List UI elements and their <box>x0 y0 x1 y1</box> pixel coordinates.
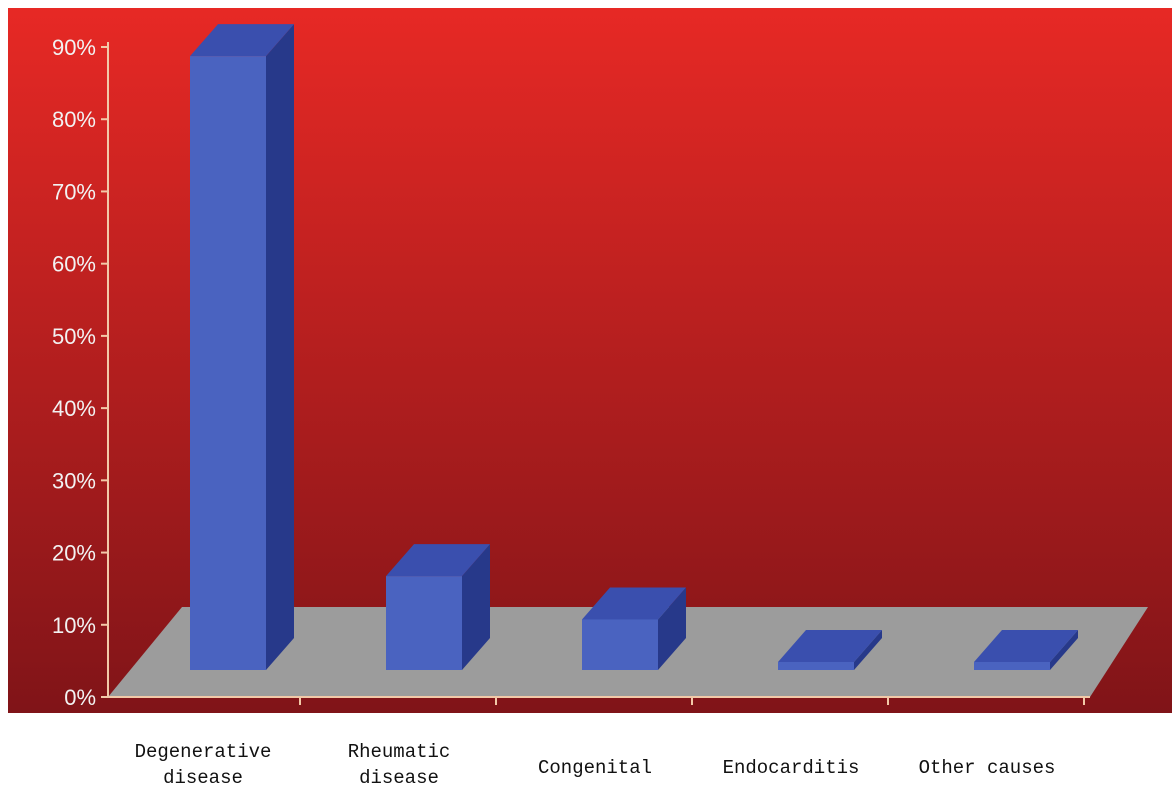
bar-front <box>778 662 854 670</box>
bar <box>778 630 882 670</box>
category-label: Other causes <box>919 757 1056 779</box>
y-tick-label: 10% <box>52 613 96 638</box>
y-tick-label: 80% <box>52 107 96 132</box>
bar-side <box>1050 630 1078 670</box>
bar-front <box>974 662 1050 670</box>
y-tick-label: 30% <box>52 468 96 493</box>
bar-top <box>778 630 882 662</box>
bar <box>974 630 1078 670</box>
bar-top <box>386 544 490 577</box>
y-tick-label: 50% <box>52 324 96 349</box>
bar-side <box>658 587 686 670</box>
bar-front <box>386 576 462 670</box>
category-label: Congenital <box>538 757 652 779</box>
bar-side <box>854 630 882 670</box>
bar <box>190 24 294 671</box>
category-label: Endocarditis <box>723 757 860 779</box>
category-label: disease <box>359 767 439 787</box>
category-label: Degenerative <box>135 741 272 763</box>
category-label: Rheumatic <box>348 741 451 763</box>
bar-front <box>582 619 658 670</box>
y-tick-label: 70% <box>52 179 96 204</box>
bar-front <box>190 56 266 671</box>
y-tick-label: 60% <box>52 252 96 277</box>
bar-side <box>462 544 490 670</box>
category-label: disease <box>163 767 243 787</box>
bar-top <box>974 630 1078 662</box>
y-tick-label: 90% <box>52 35 96 60</box>
bar <box>582 587 686 670</box>
bar-side <box>266 24 294 671</box>
bar-top <box>190 24 294 57</box>
y-tick-label: 40% <box>52 396 96 421</box>
y-tick-label: 20% <box>52 541 96 566</box>
y-tick-label: 0% <box>64 685 96 710</box>
bar <box>386 544 490 670</box>
bar-top <box>582 587 686 620</box>
